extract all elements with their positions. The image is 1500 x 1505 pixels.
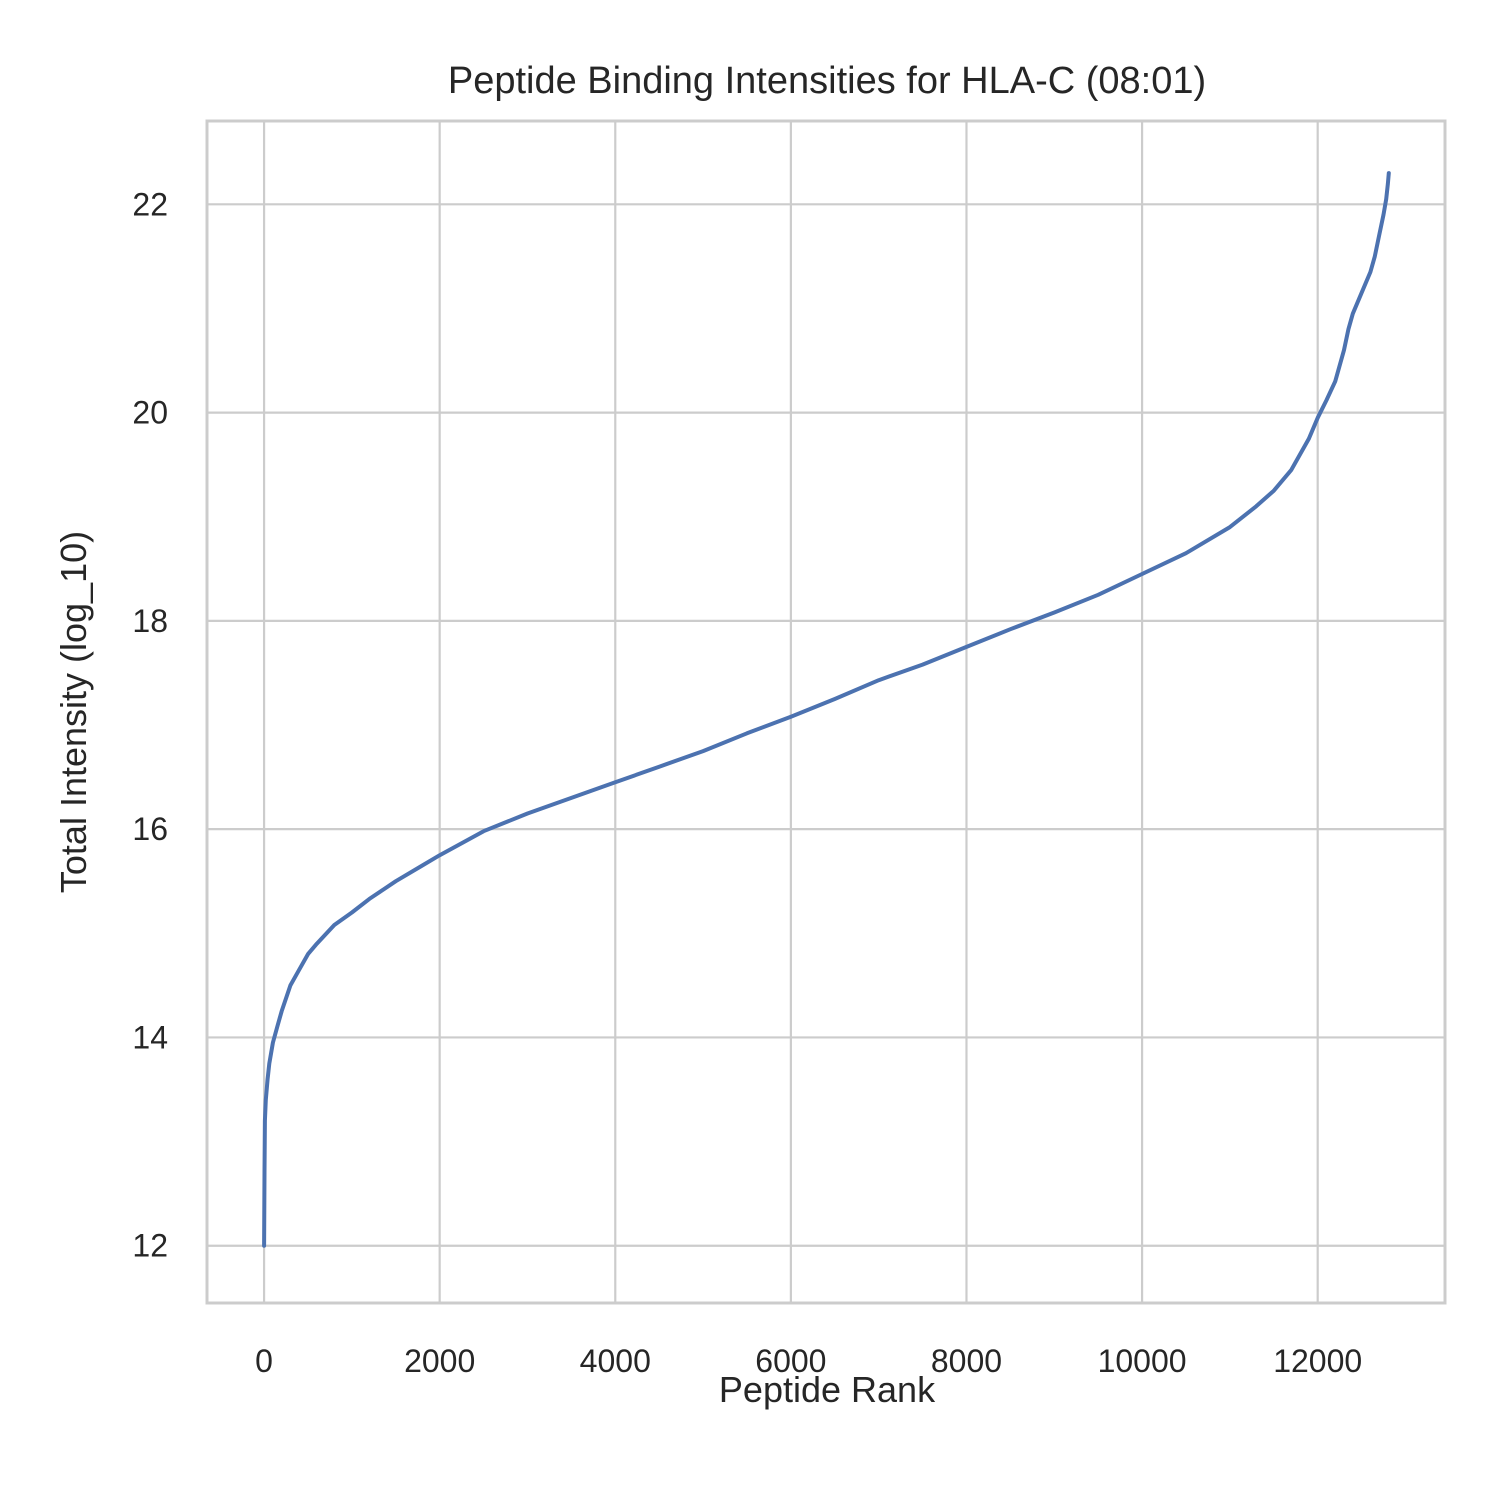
series-layer — [262, 171, 1391, 1248]
x-tick-label: 0 — [255, 1343, 273, 1379]
grid-lines — [207, 121, 1445, 1303]
chart-title: Peptide Binding Intensities for HLA-C (0… — [448, 60, 1206, 102]
x-axis-label: Peptide Rank — [719, 1369, 936, 1410]
x-tick-label: 10000 — [1098, 1343, 1187, 1379]
y-tick-label: 20 — [132, 395, 168, 431]
x-tick-label: 8000 — [931, 1343, 1002, 1379]
y-axis-label: Total Intensity (log_10) — [53, 531, 94, 893]
y-tick-label: 14 — [132, 1019, 168, 1055]
y-tick-label: 12 — [132, 1228, 168, 1264]
y-tick-label: 18 — [132, 603, 168, 639]
x-axis: 0 2000 4000 6000 8000 10000 12000 — [255, 1343, 1362, 1379]
y-tick-label: 22 — [132, 186, 168, 222]
x-tick-label: 12000 — [1273, 1343, 1362, 1379]
plot-frame — [205, 119, 1447, 1305]
x-tick-label: 2000 — [404, 1343, 475, 1379]
x-tick-label: 4000 — [580, 1343, 651, 1379]
y-axis: 12 14 16 18 20 22 — [132, 186, 168, 1263]
x-tick-label: 6000 — [755, 1343, 826, 1379]
series-line — [262, 171, 1391, 1248]
y-tick-label: 16 — [132, 811, 168, 847]
